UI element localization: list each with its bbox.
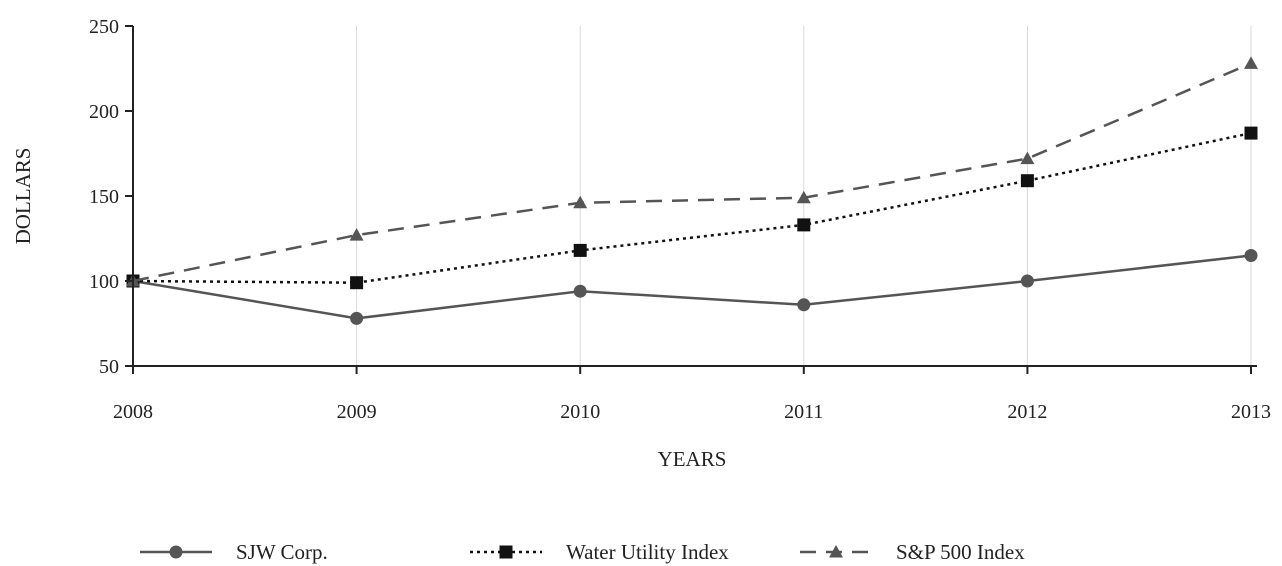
data-point-1-2010 <box>573 284 587 298</box>
legend-marker-2 <box>499 545 513 559</box>
data-point-1-2009 <box>350 311 364 325</box>
data-point-3-2010 <box>573 195 588 209</box>
series-layer <box>126 56 1258 325</box>
series-line-2 <box>132 131 1252 284</box>
y-tick-label-100: 100 <box>89 271 119 293</box>
y-axis-title: DOLLARS <box>11 148 35 245</box>
legend-label-2: Water Utility Index <box>566 540 729 564</box>
data-point-1-2011 <box>797 298 811 312</box>
legend-item-1: SJW Corp. <box>140 540 328 564</box>
legend-item-3: S&P 500 Index <box>800 540 1025 564</box>
x-tick-label-2010: 2010 <box>560 401 600 423</box>
series-2 <box>126 126 1258 290</box>
series-3 <box>126 56 1258 287</box>
legend: SJW Corp. Water Utility Index S&P 500 Inde… <box>140 540 1025 564</box>
x-tick-labels: 2008 2009 2010 2011 2012 2013 <box>113 366 1271 423</box>
series-line-3 <box>132 62 1252 283</box>
data-point-2-2012 <box>1020 174 1034 188</box>
legend-label-1: SJW Corp. <box>236 540 328 564</box>
series-line-1 <box>132 254 1252 320</box>
x-tick-label-2011: 2011 <box>784 401 823 423</box>
data-point-2-2013 <box>1244 126 1258 140</box>
series-1 <box>126 249 1258 325</box>
data-point-2-2010 <box>573 243 587 257</box>
y-tick-label-200: 200 <box>89 101 119 123</box>
data-point-3-2009 <box>349 228 364 241</box>
y-tick-label-250: 250 <box>89 16 119 38</box>
legend-item-2: Water Utility Index <box>470 540 729 564</box>
data-point-1-2013 <box>1244 249 1258 262</box>
x-tick-label-2009: 2009 <box>337 401 377 423</box>
legend-label-3: S&P 500 Index <box>896 540 1025 564</box>
x-tick-label-2012: 2012 <box>1007 401 1047 423</box>
x-axis-title: YEARS <box>658 447 727 471</box>
data-point-2-2009 <box>350 276 364 290</box>
y-tick-labels: 50 100 150 200 250 <box>89 16 133 378</box>
y-tick-label-150: 150 <box>89 186 119 208</box>
data-point-1-2012 <box>1020 274 1034 288</box>
x-tick-label-2013: 2013 <box>1231 401 1271 423</box>
x-tick-label-2008: 2008 <box>113 401 153 423</box>
data-point-3-2012 <box>1020 151 1035 165</box>
legend-marker-3 <box>829 545 843 558</box>
legend-marker-1 <box>169 545 183 559</box>
data-point-3-2011 <box>796 190 811 204</box>
data-point-2-2011 <box>797 218 811 232</box>
data-point-3-2013 <box>1244 56 1258 69</box>
axes <box>132 26 1257 367</box>
y-tick-label-50: 50 <box>99 356 119 378</box>
